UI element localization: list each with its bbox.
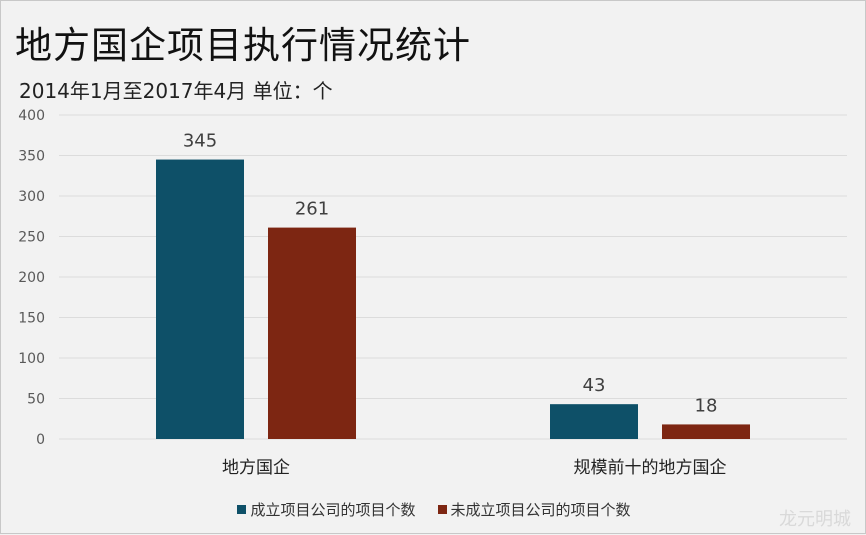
legend-label-series-2: 未成立项目公司的项目个数 <box>450 501 631 519</box>
y-tick-label: 400 <box>18 108 45 124</box>
y-tick-label: 350 <box>18 149 45 165</box>
data-label: 261 <box>295 199 329 220</box>
data-label: 18 <box>695 395 718 416</box>
x-category-label: 地方国企 <box>222 458 290 478</box>
y-tick-label: 300 <box>18 189 45 205</box>
bar-series-2-1 <box>268 227 356 439</box>
y-tick-label: 0 <box>36 432 45 448</box>
bar-series-2-2 <box>662 424 750 439</box>
chart-title: 地方国企项目执行情况统计 <box>15 24 471 67</box>
legend-swatch-series-1 <box>237 505 247 514</box>
y-tick-label: 200 <box>18 270 45 286</box>
legend: 成立项目公司的项目个数 未成立项目公司的项目个数 <box>1 499 866 520</box>
bar-series-1-2 <box>550 404 638 439</box>
legend-label-series-1: 成立项目公司的项目个数 <box>250 501 416 519</box>
bar-series-1-1 <box>156 159 244 440</box>
data-label: 345 <box>183 131 217 152</box>
watermark: 龙元明城 <box>779 509 851 530</box>
legend-swatch-series-2 <box>437 505 447 514</box>
y-tick-label: 50 <box>27 392 45 408</box>
x-category-label: 规模前十的地方国企 <box>574 458 727 478</box>
legend-item-series-1: 成立项目公司的项目个数 <box>237 499 416 520</box>
chart-subtitle: 2014年1月至2017年4月 单位：个 <box>19 79 333 103</box>
y-tick-label: 150 <box>18 311 45 327</box>
y-tick-label: 250 <box>18 230 45 246</box>
legend-item-series-2: 未成立项目公司的项目个数 <box>437 499 631 520</box>
y-tick-label: 100 <box>18 351 45 367</box>
data-label: 43 <box>583 375 606 396</box>
